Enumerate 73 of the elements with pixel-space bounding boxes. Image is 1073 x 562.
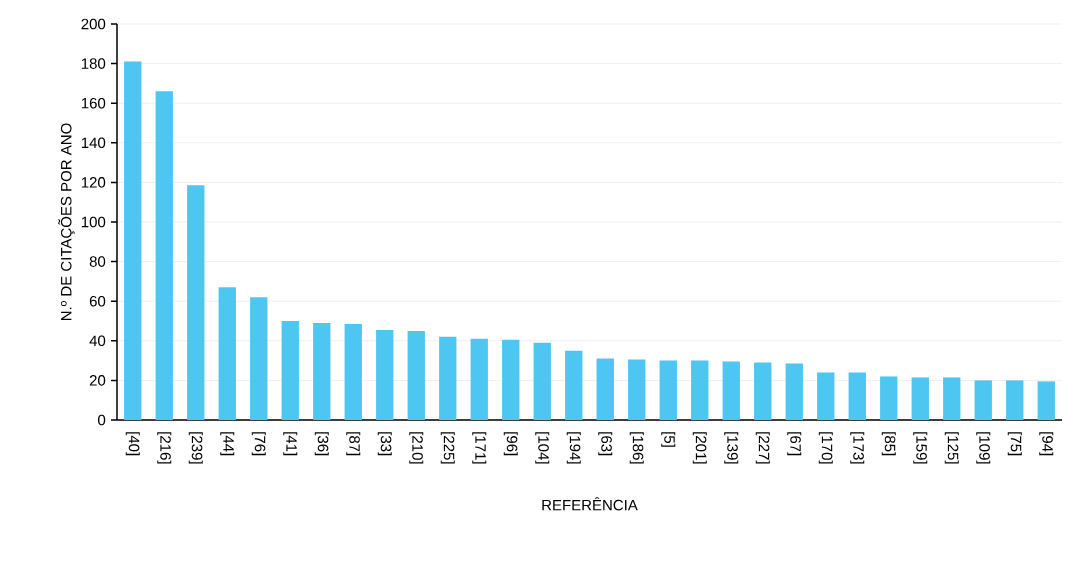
x-tick-label: [85] [881,432,896,456]
bar [218,287,236,420]
x-tick-label: [67] [787,432,802,456]
y-tick-label: 100 [81,216,106,228]
x-tick-label: [159] [913,432,928,464]
y-tick-label: 20 [89,375,106,386]
bar [313,322,331,420]
bar [848,372,866,420]
x-tick-label: [227] [755,432,770,464]
bar [1006,380,1024,420]
x-tick-label: [5] [661,432,676,447]
y-tick-label: 120 [81,177,106,188]
x-tick-label: [225] [440,432,455,464]
x-tick-label: [40] [125,432,140,456]
bar [155,91,173,420]
bar [281,321,299,420]
bar [407,330,425,420]
x-tick-label: [109] [976,432,991,464]
bar [344,323,362,420]
y-axis-title: N.º DE CITAÇÕES POR ANO [58,123,75,321]
y-tick-label: 0 [98,414,106,426]
x-tick-label: [194] [566,432,581,464]
y-tick-label: 140 [81,137,106,149]
bar [596,358,614,420]
bar [911,377,929,420]
bar [502,339,520,420]
y-tick-label: 40 [89,335,106,347]
x-tick-label: [125] [944,432,959,464]
x-tick-label: [36] [314,432,329,456]
bar [722,361,740,420]
bar [470,338,488,420]
x-tick-label: [171] [472,432,487,464]
x-tick-label: [170] [818,432,833,464]
x-axis-title: REFERÊNCIA [542,497,638,511]
bar [533,342,551,420]
x-tick-label: [76] [251,432,266,456]
bar [439,336,457,420]
y-tick-label: 80 [89,256,106,267]
x-tick-label: [63] [598,432,613,456]
bar [754,362,772,420]
bar [1037,381,1055,420]
bar [974,380,992,420]
bar [817,372,835,420]
x-tick-label: [87] [346,432,361,456]
bar [943,377,961,420]
bar [565,350,583,420]
bar [880,376,898,420]
bar [250,297,268,420]
x-tick-label: [139] [724,432,739,464]
bar [124,61,142,420]
x-tick-label: [239] [188,432,203,464]
y-tick-label: 200 [81,18,106,30]
y-tick-label: 160 [81,97,106,109]
y-tick-label: 60 [89,295,106,307]
y-tick-label: 180 [81,58,106,69]
x-tick-label: [104] [535,432,550,464]
bar [659,360,677,420]
bar [187,185,205,420]
x-tick-label: [94] [1039,432,1054,456]
bar [628,359,646,420]
x-tick-label: [33] [377,432,392,456]
bar [691,360,709,420]
bar [785,363,803,420]
x-tick-label: [96] [503,432,518,456]
x-tick-label: [41] [283,432,298,456]
x-tick-label: [216] [157,432,172,464]
bar [376,329,394,420]
x-tick-label: [210] [409,432,424,464]
x-tick-label: [173] [850,432,865,464]
x-tick-label: [186] [629,432,644,464]
x-tick-label: [201] [692,432,707,464]
x-tick-label: [75] [1007,432,1022,456]
x-tick-label: [44] [220,432,235,456]
